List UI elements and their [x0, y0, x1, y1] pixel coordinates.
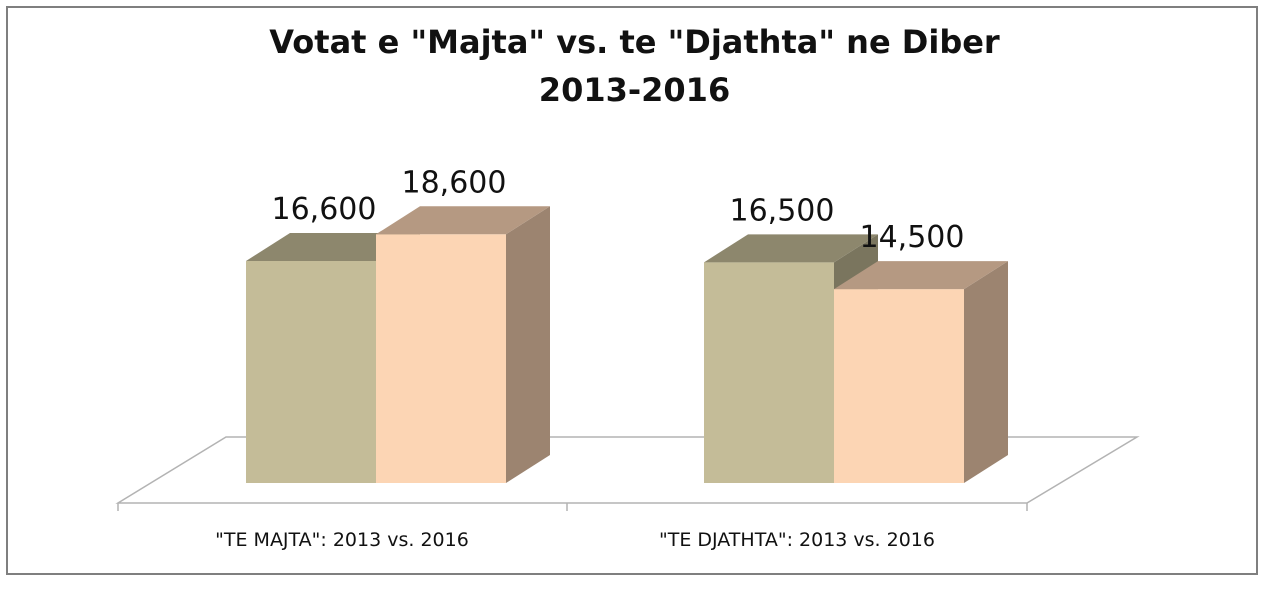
bars-group: [246, 206, 1008, 484]
bar-front-face: [246, 261, 376, 483]
bar-top-face: [376, 206, 550, 235]
category-axis: [117, 503, 1028, 511]
data-labels-group: 16,600 18,600 16,500 14,500: [272, 165, 965, 255]
data-label: 16,600: [272, 192, 377, 227]
bar-side-face: [506, 206, 550, 484]
bar-top-face: [834, 261, 1008, 290]
bar-front-face: [834, 289, 964, 483]
chart-title: Votat e "Majta" vs. te "Djathta" ne Dibe…: [0, 18, 1269, 114]
bar-front-face: [704, 262, 834, 483]
data-label: 16,500: [730, 193, 835, 228]
bar-front-face: [376, 234, 506, 483]
category-labels-group: "TE MAJTA": 2013 vs. 2016 "TE DJATHTA": 2…: [215, 529, 935, 551]
bar: [834, 261, 1008, 483]
chart-subtitle: 2013-2016: [538, 71, 731, 109]
data-label: 14,500: [860, 220, 965, 255]
chart-title-line: Votat e "Majta" vs. te "Djathta" ne Dibe…: [269, 23, 1000, 61]
bar-side-face: [964, 261, 1008, 483]
category-label: "TE MAJTA": 2013 vs. 2016: [215, 529, 469, 551]
bar: [376, 206, 550, 484]
data-label: 18,600: [402, 165, 507, 200]
category-label: "TE DJATHTA": 2013 vs. 2016: [659, 529, 935, 551]
bar-top-face: [704, 234, 878, 263]
